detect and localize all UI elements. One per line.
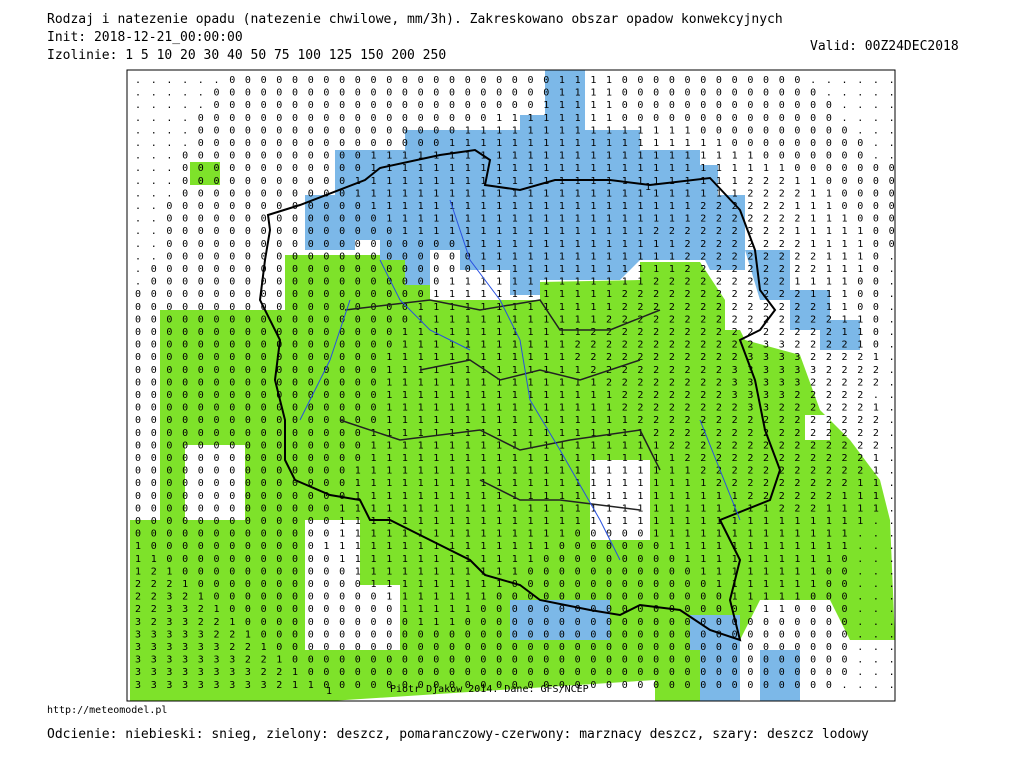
- grid-row: ...0000000000001111111111111111111111111…: [135, 163, 904, 174]
- river: [299, 199, 741, 561]
- grid-row: .....00000000000000000000011111000000000…: [135, 100, 904, 111]
- grid-row: 1000000000001111111111111110000000111111…: [135, 541, 904, 552]
- no-precip-area: [725, 300, 760, 330]
- grid-row: 0000000000000001111111111111111112222222…: [135, 428, 904, 439]
- valid-time: Valid: 00Z24DEC2018: [810, 39, 959, 54]
- grid-row: 3333333221000000000000000000000000000000…: [135, 655, 904, 666]
- grid-row: 0000000000000000011111111111222222222222…: [135, 340, 904, 351]
- grid-row: 0000000000000011111111111111111111111112…: [135, 491, 904, 502]
- grid-row: ..00000000000000000000111111111111122222…: [135, 251, 904, 262]
- map-frame: [126, 69, 896, 702]
- grid-row: ...0000000000011111111111111111111111112…: [135, 188, 904, 199]
- rain-area: [190, 162, 220, 185]
- no-precip-area: [185, 445, 245, 520]
- no-precip-area: [590, 460, 650, 540]
- grid-row: 0000000000000000111111111111122222222233…: [135, 365, 904, 376]
- region-border: [339, 299, 661, 511]
- grid-row: 0000000000000111111111111111111111111111…: [135, 503, 904, 514]
- grid-row: 2233210000000000011111000000000000000001…: [135, 604, 904, 615]
- grid-row: 0000000000000000000111111111111222222222…: [135, 289, 904, 300]
- isolines: Izolinie: 1 5 10 20 30 40 50 75 100 125 …: [47, 48, 446, 63]
- grid-row: 3333332210000000000000000000000000000000…: [135, 642, 904, 653]
- snow-area: [745, 250, 860, 350]
- source-url: http://meteomodel.pl: [47, 705, 167, 716]
- grid-row: ..00000000000000011111111111111112222222…: [135, 226, 904, 237]
- grid-row: 3333333332110000000000000000000000000000…: [135, 680, 904, 691]
- grid-row: ....000000000000000001111111111111110000…: [135, 125, 904, 136]
- grid-row: .000000000000000000011111111111112222222…: [135, 277, 904, 288]
- map-fill: ......0000000000000000000001111000000000…: [127, 70, 904, 701]
- grid-row: 0000000000000111111111111111111111111111…: [135, 516, 904, 527]
- country-border: [258, 148, 782, 642]
- contour-label: 1: [326, 686, 332, 697]
- grid-row: 0000000000000000111111111111111122222222…: [135, 415, 904, 426]
- grid-row: 0000000000000000001111111111112222222222…: [135, 314, 904, 325]
- snow-area: [760, 650, 800, 701]
- grid-row: 3233221000000000001110000000000000000000…: [135, 617, 904, 628]
- grid-row: 0000000000000000111111111111111222222233…: [135, 390, 904, 401]
- snow-area: [305, 70, 745, 295]
- grid-row: 0000000000000011111111111111111111111222…: [135, 478, 904, 489]
- grid-row: .....00000000000000000000001111000000000…: [135, 88, 904, 99]
- credit: Piotr Djakow 2014. Dane: GFS/NCEP: [390, 684, 589, 695]
- no-precip-area: [805, 415, 830, 440]
- grid-row: ......0000000000000000000001111000000000…: [135, 75, 904, 86]
- grid-row: 0000000000000111111111111111000001111111…: [135, 529, 904, 540]
- grid-row: ...0000000000001111111111111111111111111…: [135, 151, 904, 162]
- grid-row: 0000000000000000111111111111111222222223…: [135, 403, 904, 414]
- grid-row: .000000000000000000000111111111111122222…: [135, 264, 904, 275]
- grid-row: ...0000000000011111111111111111111111112…: [135, 176, 904, 187]
- no-precip-area: [305, 520, 400, 650]
- value-grid: ......0000000000000000000001111000000000…: [135, 75, 904, 691]
- grid-row: ....000000000000000011111111111111111100…: [135, 138, 904, 149]
- grid-row: ..00000000000000000001111111111111122222…: [135, 239, 904, 250]
- grid-row: ....000000000000000000011111111000000000…: [135, 113, 904, 124]
- grid-row: 0000000000000000111111111111222222222223…: [135, 352, 904, 363]
- grid-row: ..00000000000000111111111111111111112222…: [135, 214, 904, 225]
- contour-label: 1: [645, 182, 651, 193]
- grid-row: 2232100000000000111111100000000000000011…: [135, 592, 904, 603]
- grid-row: 0000000000000000011111111111122222222222…: [135, 327, 904, 338]
- grid-row: 0000000000000011111111111111111111112222…: [135, 466, 904, 477]
- grid-row: ..00000000000001111111111111111111112222…: [135, 201, 904, 212]
- grid-row: 3333333322100000000000000000000000000000…: [135, 667, 904, 678]
- legend-text: Odcienie: niebieski: snieg, zielony: des…: [47, 727, 869, 742]
- title: Rodzaj i natezenie opadu (natezenie chwi…: [47, 12, 783, 27]
- grid-row: 1100000000000111111111111100000000011111…: [135, 554, 904, 565]
- grid-row: 3333322100000000000000000000000000000000…: [135, 629, 904, 640]
- grid-row: 0000000000000000111111111111112222222233…: [135, 377, 904, 388]
- grid-row: 1210000000000011111111111000000000001111…: [135, 566, 904, 577]
- grid-row: 0000000000000001111111111111111111122222…: [135, 453, 904, 464]
- grid-row: 0000000000000001111111111111111111222222…: [135, 440, 904, 451]
- init-time: Init: 2018-12-21_00:00:00: [47, 30, 243, 45]
- grid-row: 0000000000000000001111111111111222222222…: [135, 302, 904, 313]
